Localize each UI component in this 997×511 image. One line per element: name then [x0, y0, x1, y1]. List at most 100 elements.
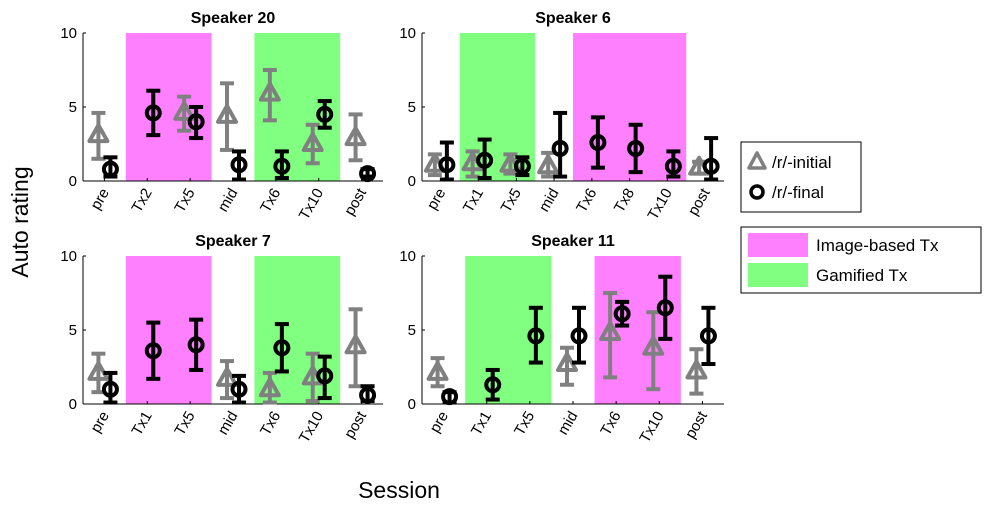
point-final: [316, 105, 334, 123]
point-final: [570, 327, 588, 345]
point-initial: [258, 81, 281, 102]
point-final: [273, 339, 291, 357]
y-tick-label: 5: [69, 322, 77, 339]
x-tick-label: Tx1: [129, 409, 156, 439]
x-tick-label: pre: [87, 409, 113, 436]
point-final: [484, 376, 502, 394]
y-tick-label: 5: [408, 99, 416, 116]
x-tick-label: Tx5: [171, 409, 198, 439]
x-tick-label: Tx6: [257, 409, 284, 439]
point-final: [316, 367, 334, 385]
y-tick-label: 10: [399, 248, 416, 265]
x-tick-label: pre: [426, 409, 452, 436]
point-initial: [216, 366, 238, 387]
y-tick-label: 5: [69, 99, 77, 116]
point-final: [551, 139, 569, 157]
point-final: [627, 139, 645, 157]
x-tick-label: Tx8: [611, 186, 638, 216]
x-tick-label: mid: [215, 409, 242, 438]
point-final: [359, 165, 377, 183]
point-final: [230, 156, 248, 174]
point-final: [513, 157, 531, 175]
panel-title: Speaker 7: [195, 233, 271, 250]
point-initial: [642, 335, 665, 356]
panel-title: Speaker 20: [191, 10, 276, 27]
y-tick-label: 10: [60, 248, 77, 265]
point-initial: [301, 132, 324, 152]
x-tick-label: post: [682, 408, 711, 442]
legend-markers-box: [740, 141, 862, 213]
y-tick-label: 0: [69, 173, 77, 190]
point-initial: [685, 359, 708, 380]
shade-image-based: [573, 33, 687, 181]
x-tick-label: Tx10: [296, 186, 327, 223]
x-tick-label: Tx10: [644, 186, 675, 223]
y-tick-label: 0: [69, 396, 77, 413]
point-final: [664, 157, 682, 175]
panel-title: Speaker 11: [531, 233, 615, 250]
x-tick-label: Tx5: [511, 409, 538, 439]
x-tick-label: Tx1: [468, 409, 495, 439]
point-initial: [258, 377, 281, 398]
point-initial: [173, 100, 196, 121]
point-initial: [87, 123, 110, 144]
point-final: [230, 380, 248, 398]
point-initial: [344, 126, 367, 147]
point-initial: [216, 103, 238, 124]
point-initial: [599, 320, 622, 341]
x-tick-label: Tx10: [636, 409, 667, 446]
legend-triangle-icon: [747, 151, 767, 170]
y-tick-label: 0: [408, 173, 416, 190]
point-initial: [87, 360, 110, 381]
point-final: [702, 157, 720, 175]
x-tick-label: Tx10: [296, 409, 327, 446]
y-tick-label: 10: [60, 25, 77, 42]
panel-3: 0 5 10 pre Tx1 Tx5 mid Tx6 Tx10 post Speaker 7: [60, 233, 383, 446]
x-tick-label: Tx5: [171, 186, 198, 216]
point-initial: [556, 352, 578, 373]
panel-1: 0 5 10 pre Tx2 Tx5 mid Tx6 Tx10 post Speaker 20: [60, 10, 383, 223]
point-final: [101, 380, 119, 398]
legend-swatch-gamified: [748, 263, 808, 287]
panel-4: 0 5 10 pre Tx1 Tx5 mid Tx6 Tx10 post Speaker 11: [399, 233, 724, 446]
x-tick-label: post: [341, 185, 370, 219]
y-tick-label: 10: [399, 25, 416, 42]
x-tick-label: pre: [424, 186, 450, 213]
y-tick-label: 0: [408, 396, 416, 413]
x-tick-label: Tx6: [573, 186, 600, 216]
point-final: [527, 327, 545, 345]
panel-2: 0 5 10 pre Tx1 Tx5 mid Tx6 Tx8 Tx10 post Speaker 6: [399, 10, 724, 223]
x-tick-label: post: [341, 408, 370, 442]
x-tick-label: mid: [555, 409, 582, 438]
legend-swatch-image-based: [748, 233, 808, 257]
point-final: [144, 342, 162, 360]
x-axis-label: Session: [358, 477, 440, 503]
y-tick-label: 5: [408, 322, 416, 339]
point-initial: [344, 334, 367, 355]
x-tick-label: Tx2: [129, 186, 156, 216]
x-tick-label: post: [685, 185, 714, 219]
point-final: [699, 327, 717, 345]
x-tick-label: Tx6: [257, 186, 284, 216]
x-tick-label: pre: [87, 186, 113, 213]
legend-patches: Image-based Tx Gamified Tx: [740, 226, 982, 294]
point-final: [476, 151, 494, 169]
point-final: [144, 104, 162, 122]
point-final: [656, 299, 674, 317]
legend-label: /r/-final: [772, 183, 824, 202]
panel-title: Speaker 6: [535, 10, 611, 27]
point-final: [187, 113, 205, 131]
legend-label: /r/-initial: [772, 153, 832, 172]
point-final: [441, 388, 459, 406]
x-tick-label: Tx5: [498, 186, 525, 216]
point-final: [187, 336, 205, 354]
x-tick-label: Tx6: [597, 409, 624, 439]
x-tick-label: mid: [215, 186, 242, 215]
legend-label: Gamified Tx: [816, 266, 908, 285]
y-axis-label: Auto rating: [7, 166, 33, 277]
point-initial: [537, 154, 560, 175]
point-final: [273, 157, 291, 175]
point-final: [101, 160, 119, 178]
